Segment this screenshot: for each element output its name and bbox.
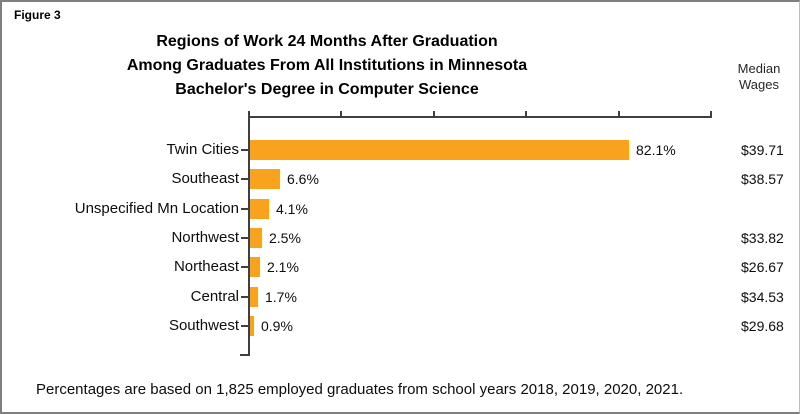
category-tick xyxy=(241,266,248,268)
bar-segment xyxy=(250,199,269,219)
chart-title-line-3: Bachelor's Degree in Computer Science xyxy=(175,81,479,98)
category-label: Northwest xyxy=(171,229,239,246)
category-label: Southwest xyxy=(168,317,239,334)
median-wages-header-line-2: Wages xyxy=(739,77,779,92)
x-axis-line xyxy=(248,116,712,118)
category-label: Central xyxy=(190,288,239,305)
y-axis-end-tick xyxy=(240,354,248,356)
category-label: Unspecified Mn Location xyxy=(74,200,239,217)
bar-value-label: 82.1% xyxy=(636,142,676,158)
median-wage-value: $26.67 xyxy=(741,259,784,275)
category-tick xyxy=(241,178,248,180)
median-wage-value: $38.57 xyxy=(741,171,784,187)
x-axis-tick-40 xyxy=(433,111,435,117)
bar-value-label: 2.1% xyxy=(267,259,299,275)
y-axis-line xyxy=(248,116,250,356)
category-label: Southeast xyxy=(171,170,239,187)
category-tick xyxy=(241,296,248,298)
chart-title-line-2: Among Graduates From All Institutions in… xyxy=(126,57,528,74)
bar-segment xyxy=(250,287,258,307)
median-wage-value: $39.71 xyxy=(741,142,784,158)
bar-value-label: 1.7% xyxy=(265,289,297,305)
category-tick xyxy=(241,325,248,327)
category-tick xyxy=(241,149,248,151)
bar-segment xyxy=(250,257,260,277)
bar-value-label: 2.5% xyxy=(269,230,301,246)
x-axis-tick-100 xyxy=(710,111,712,117)
x-axis-tick-60 xyxy=(525,111,527,117)
bar-segment xyxy=(250,228,262,248)
median-wage-value: $34.53 xyxy=(741,289,784,305)
category-label: Twin Cities xyxy=(166,141,239,158)
median-wages-header: Median Wages xyxy=(719,61,799,93)
chart-title-line-1: Regions of Work 24 Months After Graduati… xyxy=(156,33,498,50)
bar-segment xyxy=(250,140,629,160)
footnote: Percentages are based on 1,825 employed … xyxy=(36,381,684,398)
bar-value-label: 6.6% xyxy=(287,171,319,187)
chart-title: Regions of Work 24 Months After Graduati… xyxy=(42,30,612,102)
category-tick xyxy=(241,237,248,239)
bar-segment xyxy=(250,169,280,189)
x-axis-tick-20 xyxy=(340,111,342,117)
bar-value-label: 0.9% xyxy=(261,318,293,334)
x-axis-tick-0 xyxy=(248,111,250,117)
median-wage-value: $29.68 xyxy=(741,318,784,334)
x-axis-tick-80 xyxy=(618,111,620,117)
category-label: Northeast xyxy=(173,258,239,275)
median-wage-value: $33.82 xyxy=(741,230,784,246)
category-tick xyxy=(241,208,248,210)
median-wages-header-line-1: Median xyxy=(737,61,781,76)
bar-value-label: 4.1% xyxy=(276,201,308,217)
bar-segment xyxy=(250,316,254,336)
figure-label: Figure 3 xyxy=(14,8,61,22)
